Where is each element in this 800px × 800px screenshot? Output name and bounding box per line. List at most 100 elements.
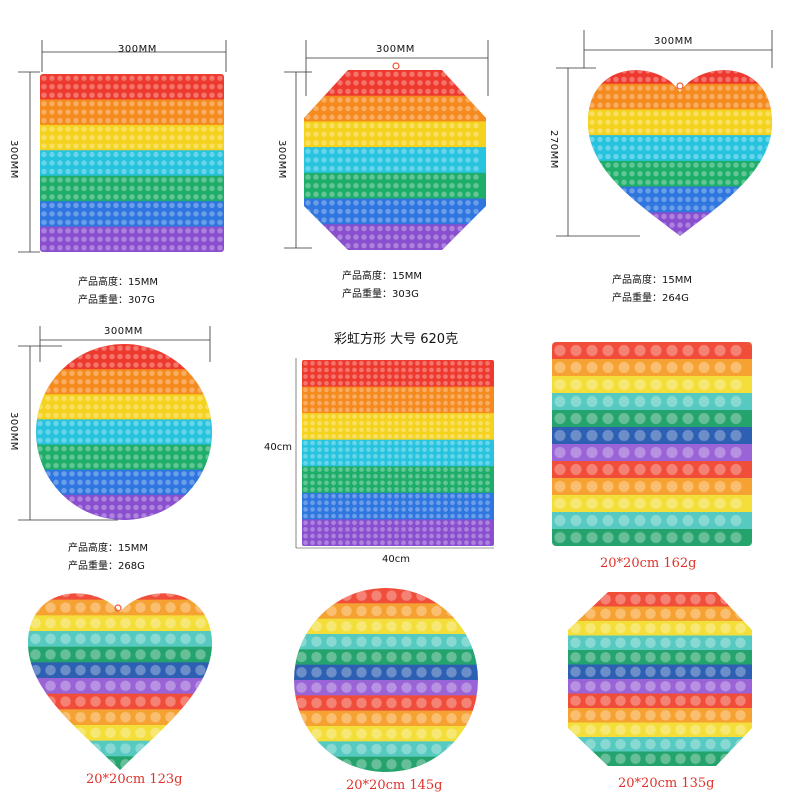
bubble xyxy=(48,109,56,116)
bubble xyxy=(72,142,80,150)
bubble xyxy=(477,500,484,506)
bubble xyxy=(60,378,68,385)
bubble xyxy=(337,500,344,506)
bubble xyxy=(192,219,200,226)
bubble xyxy=(323,466,330,473)
bubble xyxy=(124,437,132,444)
bubble xyxy=(379,533,386,539)
bubble xyxy=(400,242,408,249)
bubble xyxy=(172,479,180,486)
bubble xyxy=(407,413,414,420)
bubble xyxy=(428,433,435,440)
bubble xyxy=(445,728,458,740)
bubble xyxy=(385,590,398,602)
bubble xyxy=(352,139,360,146)
bubble xyxy=(415,620,428,632)
bubble xyxy=(88,83,96,90)
bubble xyxy=(448,165,456,172)
bubble xyxy=(599,738,612,750)
bubble xyxy=(316,367,323,373)
bubble xyxy=(360,165,368,172)
bubble xyxy=(384,191,392,198)
bubble xyxy=(392,131,400,138)
bubble xyxy=(432,88,440,95)
bubble xyxy=(449,480,456,486)
bubble xyxy=(336,225,344,232)
bubble xyxy=(323,520,330,526)
bubble xyxy=(355,666,368,678)
bubble xyxy=(328,105,336,112)
bubble xyxy=(464,216,472,224)
bubble xyxy=(416,242,424,249)
bubble xyxy=(365,493,372,499)
bubble xyxy=(421,413,428,420)
bubble xyxy=(302,500,309,506)
bubble xyxy=(477,446,484,453)
bubble xyxy=(424,156,432,164)
bubble xyxy=(421,407,428,413)
bubble xyxy=(160,185,168,192)
bubble xyxy=(708,153,716,160)
bubble xyxy=(152,75,160,82)
bubble xyxy=(660,153,668,160)
bubble xyxy=(112,176,120,184)
bubble xyxy=(92,378,100,385)
bubble xyxy=(432,148,440,155)
bubble xyxy=(200,202,208,209)
bubble xyxy=(208,142,216,150)
bubble xyxy=(714,497,726,510)
bubble xyxy=(80,210,88,217)
bubble xyxy=(60,470,68,477)
bubble xyxy=(698,531,710,544)
bubble xyxy=(323,407,330,413)
bubble xyxy=(309,520,316,526)
bubble xyxy=(309,446,316,453)
bubble xyxy=(120,168,128,175)
bubble xyxy=(351,460,358,466)
bubble xyxy=(629,753,642,765)
bubble xyxy=(620,102,628,109)
bubble xyxy=(424,88,432,95)
bubble xyxy=(132,454,140,461)
bubble xyxy=(200,117,208,124)
bubble xyxy=(136,126,144,133)
bubble xyxy=(134,617,147,629)
bubble xyxy=(435,407,442,413)
bubble xyxy=(445,636,458,648)
bubble xyxy=(430,620,443,632)
bubble xyxy=(208,236,216,243)
bubble xyxy=(668,204,676,212)
bubble xyxy=(650,395,662,408)
bubble xyxy=(393,400,400,406)
bubble xyxy=(689,637,702,649)
bubble xyxy=(208,168,216,175)
bubble xyxy=(704,738,717,750)
bubble xyxy=(435,526,442,533)
bubble xyxy=(456,533,463,539)
bubble xyxy=(659,709,672,721)
bubble xyxy=(323,460,330,466)
bubble xyxy=(124,495,132,503)
bubble xyxy=(644,93,652,100)
bubble xyxy=(144,92,152,99)
bubble xyxy=(676,204,684,212)
bubble xyxy=(618,429,630,442)
bubble xyxy=(692,127,700,134)
bubble xyxy=(666,531,678,544)
bubble xyxy=(634,429,646,442)
bubble xyxy=(128,142,136,150)
bubble xyxy=(76,361,84,369)
bubble xyxy=(628,153,636,160)
bubble xyxy=(120,236,128,243)
bubble xyxy=(463,513,470,519)
bubble xyxy=(456,407,463,413)
bubble xyxy=(88,193,96,200)
bubble xyxy=(312,191,320,198)
bubble xyxy=(92,361,100,369)
bubble xyxy=(358,393,365,400)
bubble xyxy=(724,84,732,92)
bubble xyxy=(100,361,108,369)
bubble xyxy=(386,453,393,460)
color-stripe xyxy=(36,461,212,471)
bubble xyxy=(148,479,156,486)
